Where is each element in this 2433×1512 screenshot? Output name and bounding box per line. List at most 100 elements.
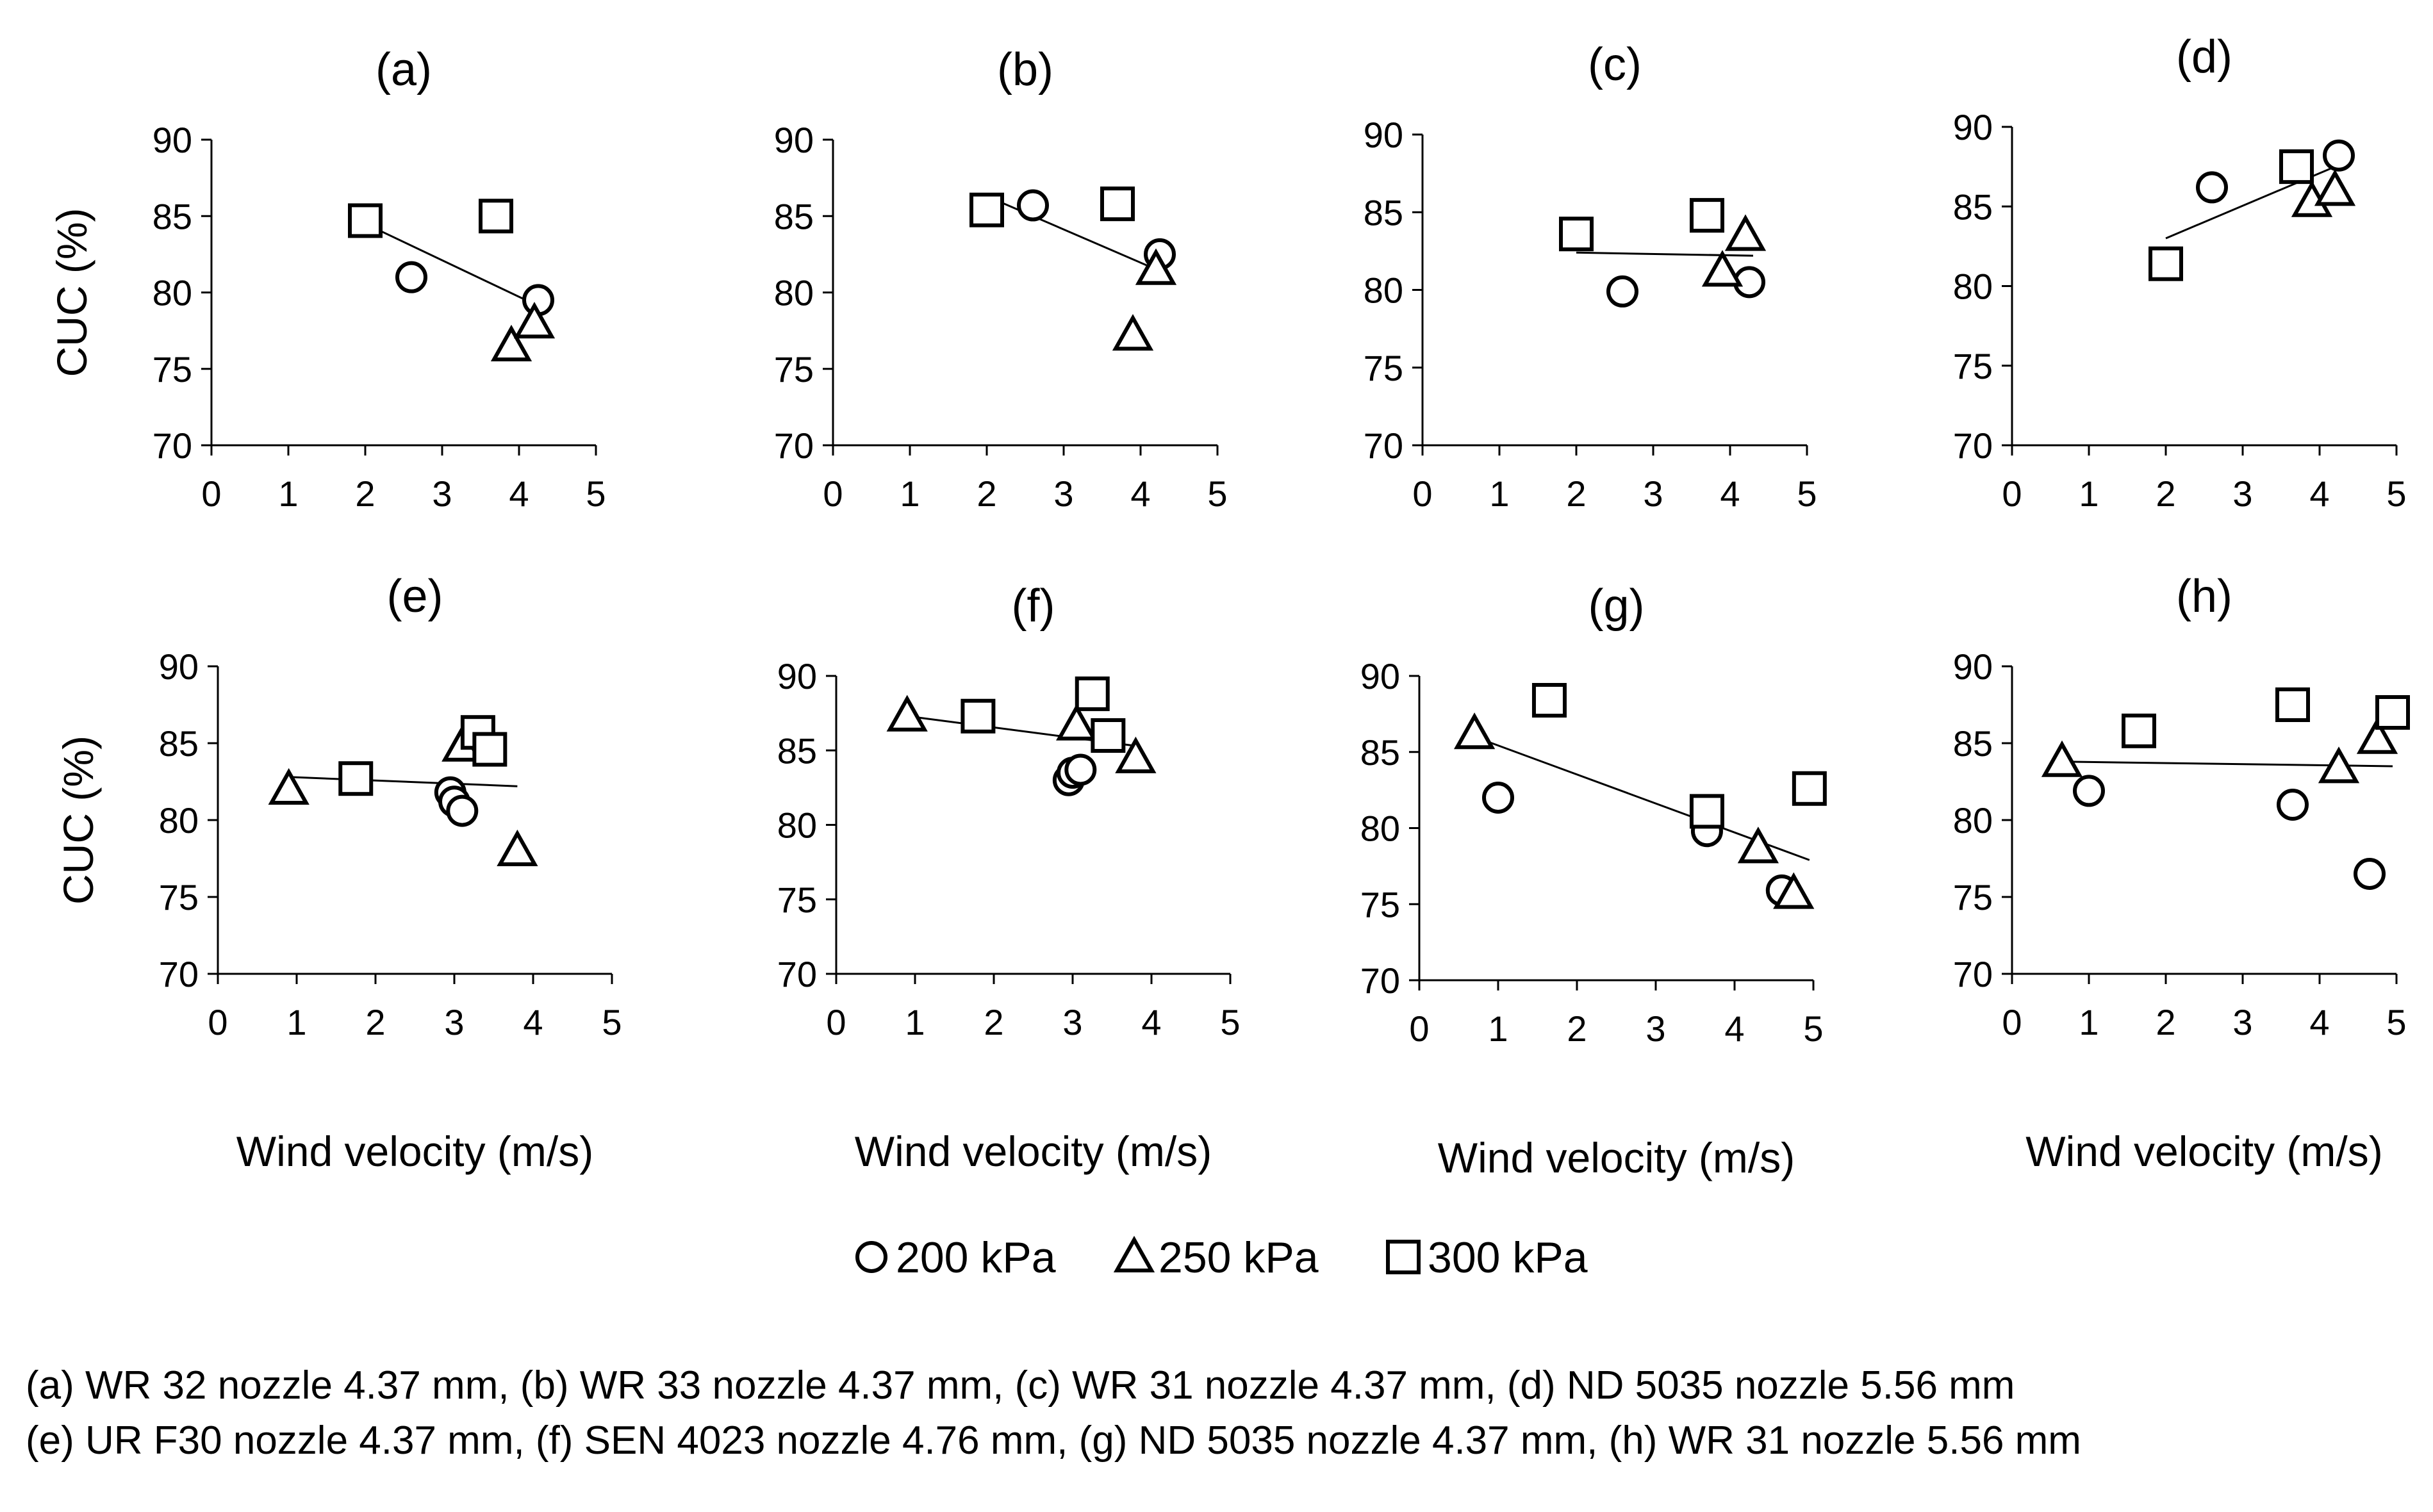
point-circle [1064,753,1097,786]
point-circle [1606,275,1638,308]
point-triangle [497,829,538,866]
point-triangle [886,694,928,732]
trendline [365,222,543,309]
y-tick-label: 70 [1953,425,1993,466]
point-square [1531,683,1567,718]
panel-title: (a) [375,44,432,95]
point-square [969,192,1004,227]
y-tick-label: 80 [774,273,814,313]
y-tick-label: 85 [159,723,199,764]
y-tick-label: 90 [1360,656,1400,696]
point-square [1689,794,1724,829]
plot-e: 70 75 80 85 90 0 1 2 3 4 5 (e) CUC (%) Wind velocity … [54,571,622,1175]
y-tick-label: 75 [1364,348,1403,388]
x-tick-label: 1 [278,473,298,514]
point-circle [395,261,427,293]
point-triangle [490,324,532,361]
y-tick-label: 80 [777,805,817,846]
x-axis-label: Wind velocity (m/s) [236,1128,593,1175]
x-tick-label: 5 [602,1002,622,1042]
plot-b: 70 75 80 85 90 0 1 2 3 4 5 (b) [774,44,1228,514]
x-tick-label: 3 [1053,473,1073,514]
x-tick-label: 5 [2386,473,2406,514]
y-tick-label: 85 [1364,192,1403,233]
y-tick-label: 80 [159,800,199,841]
x-tick-label: 5 [1220,1002,1240,1042]
y-tick-label: 75 [1953,877,1993,917]
x-tick-label: 4 [1130,473,1150,514]
point-square [1091,718,1126,753]
panel-title: (e) [387,571,443,622]
point-square [1690,198,1724,233]
caption-line-2: (e) UR F30 nozzle 4.37 mm, (f) SEN 4023 … [26,1418,2081,1463]
y-tick-label: 75 [153,349,192,390]
y-tick-label: 90 [1953,646,1993,687]
y-tick-label: 85 [1360,732,1400,773]
y-tick-label: 85 [777,730,817,771]
y-tick-label: 75 [777,880,817,920]
legend-label: 300 kPa [1428,1233,1588,1282]
x-tick-label: 4 [509,473,529,514]
point-triangle [1135,248,1177,285]
x-tick-label: 4 [2309,473,2329,514]
y-tick-label: 90 [153,120,192,160]
y-tick-label: 90 [774,120,814,160]
y-tick-label: 90 [1364,115,1403,155]
plot-g: 70 75 80 85 90 0 1 2 3 4 5 (g) Wind velocity (m/s) [1360,580,1827,1181]
x-tick-label: 0 [1412,473,1432,514]
legend-marker-triangle [1113,1235,1155,1272]
x-tick-label: 5 [1803,1008,1823,1049]
x-tick-label: 3 [1062,1002,1082,1042]
point-triangle [268,768,309,805]
x-tick-label: 1 [2079,473,2099,514]
y-tick-label: 70 [774,425,814,466]
x-tick-label: 0 [2002,473,2022,514]
point-square [2275,687,2310,722]
y-tick-label: 85 [1953,186,1993,227]
point-circle [2323,139,2355,172]
y-tick-label: 85 [1953,723,1993,764]
legend-label: 250 kPa [1159,1233,1319,1282]
panel-title: (b) [997,44,1053,95]
x-tick-label: 4 [1141,1002,1161,1042]
plot-f: 70 75 80 85 90 0 1 2 3 4 5 (f) Wind velocity (m/s) [777,580,1241,1175]
x-tick-label: 4 [2309,1002,2329,1042]
x-tick-label: 4 [523,1002,543,1042]
x-tick-label: 5 [2386,1002,2406,1042]
plot-d: 70 75 80 85 90 0 1 2 3 4 5 (d) [1953,31,2407,514]
y-tick-label: 75 [1953,346,1993,386]
x-tick-label: 3 [432,473,452,514]
x-tick-label: 3 [1645,1008,1665,1049]
panel-title: (f) [1012,580,1055,632]
point-circle [2354,858,2386,890]
panel-title: (h) [2176,571,2232,622]
x-tick-label: 3 [1643,473,1663,514]
plot-h: 70 75 80 85 90 0 1 2 3 4 5 (h) Wind velocity (m/s) [1953,571,2410,1175]
y-tick-label: 80 [1364,270,1403,311]
y-tick-label: 75 [774,349,814,390]
x-tick-label: 5 [1797,473,1817,514]
point-square [472,732,507,767]
x-tick-label: 2 [984,1002,1003,1042]
y-tick-label: 70 [1953,954,1993,994]
y-tick-label: 70 [159,954,199,994]
y-tick-label: 85 [774,196,814,236]
point-triangle [2041,740,2083,777]
point-square [2148,246,2183,281]
x-tick-label: 1 [1489,473,1509,514]
x-axis-label: Wind velocity (m/s) [855,1128,1212,1175]
y-tick-label: 70 [153,425,192,466]
x-tick-label: 2 [355,473,375,514]
point-circle [1017,189,1049,222]
point-triangle [1056,703,1098,741]
x-tick-label: 2 [2156,473,2175,514]
x-axis-label: Wind velocity (m/s) [1438,1134,1795,1181]
point-circle [2073,775,2105,807]
y-tick-label: 75 [159,877,199,917]
caption-line-1: (a) WR 32 nozzle 4.37 mm, (b) WR 33 nozz… [26,1363,2015,1408]
legend-marker-circle [855,1241,887,1273]
panel-title: (d) [2176,31,2232,83]
x-tick-label: 0 [826,1002,846,1042]
point-circle [2196,171,2228,204]
